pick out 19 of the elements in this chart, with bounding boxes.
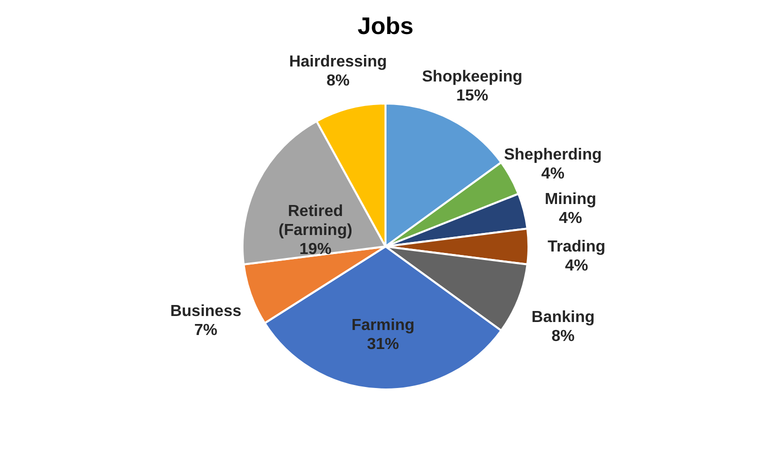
data-label: 8% xyxy=(552,328,575,345)
slice-label: Business xyxy=(170,303,242,320)
data-label: 31% xyxy=(367,336,400,354)
data-label: 8% xyxy=(326,72,350,90)
slice-label: Trading xyxy=(548,238,606,256)
slice-label: Mining xyxy=(544,191,596,208)
slice-label: Hairdressing xyxy=(289,54,387,70)
data-label: 7% xyxy=(194,322,218,340)
data-label: 15% xyxy=(456,87,488,104)
data-label: 4% xyxy=(541,165,564,182)
data-label: 19% xyxy=(299,240,332,258)
data-label: 4% xyxy=(564,258,588,274)
chart-title: Jobs xyxy=(357,13,414,40)
slice-label: Banking xyxy=(532,308,595,326)
slice-label: Retired (Farming) xyxy=(278,202,352,239)
slice-label: Shepherding xyxy=(504,146,602,164)
slice-label: Farming xyxy=(351,317,415,334)
data-label: 4% xyxy=(558,210,582,227)
slice-label: Shopkeeping xyxy=(422,68,522,86)
